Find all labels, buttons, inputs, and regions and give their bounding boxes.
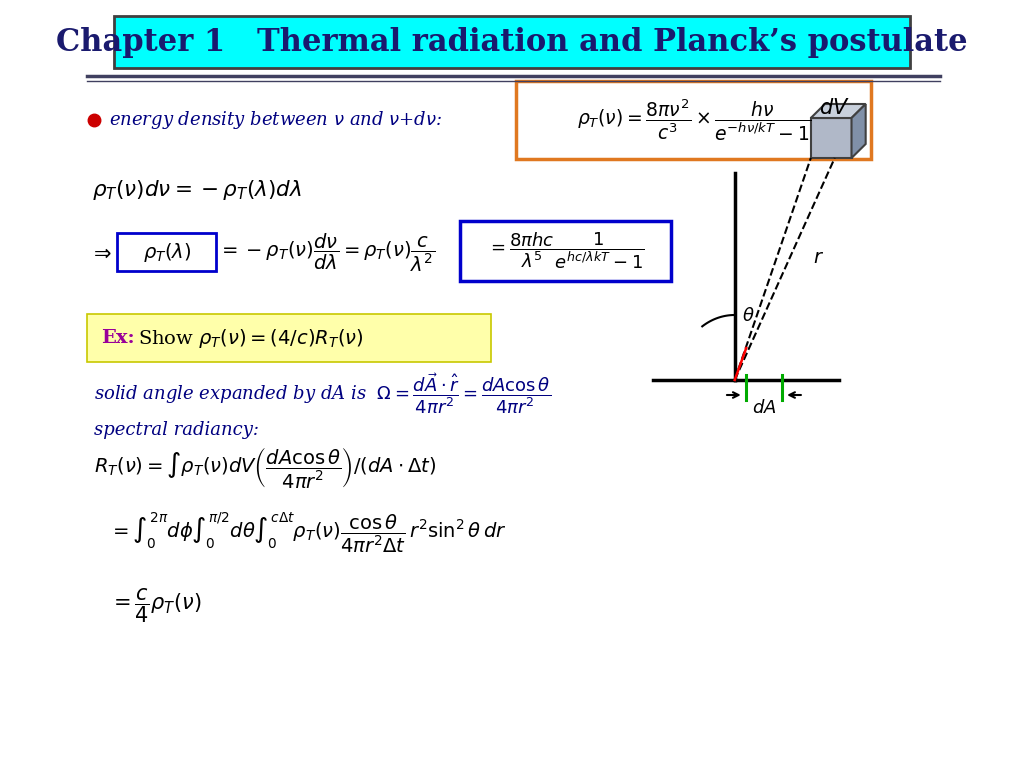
Text: $\Rightarrow$: $\Rightarrow$ xyxy=(89,243,112,263)
Text: $= \dfrac{8\pi hc}{\lambda^5}\dfrac{1}{e^{hc/\lambda kT}-1}$: $= \dfrac{8\pi hc}{\lambda^5}\dfrac{1}{e… xyxy=(487,230,644,271)
FancyBboxPatch shape xyxy=(114,16,910,68)
Text: $r$: $r$ xyxy=(813,249,823,267)
Text: $\rho_T(\nu)d\nu = -\rho_T(\lambda)d\lambda$: $\rho_T(\nu)d\nu = -\rho_T(\lambda)d\lam… xyxy=(91,178,301,202)
Text: $= -\rho_T(\nu)\dfrac{d\nu}{d\lambda} = \rho_T(\nu)\dfrac{c}{\lambda^2}$: $= -\rho_T(\nu)\dfrac{d\nu}{d\lambda} = … xyxy=(218,232,435,274)
Bar xyxy=(811,118,852,158)
FancyBboxPatch shape xyxy=(87,314,490,362)
Text: $= \int_0^{2\pi} d\phi \int_0^{\pi/2} d\theta \int_0^{c\Delta t} \rho_T(\nu)\dfr: $= \int_0^{2\pi} d\phi \int_0^{\pi/2} d\… xyxy=(110,511,507,555)
Text: spectral radiancy:: spectral radiancy: xyxy=(94,421,259,439)
Polygon shape xyxy=(811,104,865,118)
FancyBboxPatch shape xyxy=(516,81,871,159)
Text: energy density between $\nu$ and $\nu$+d$\nu$:: energy density between $\nu$ and $\nu$+d… xyxy=(110,109,442,131)
Text: solid angle expanded by dA is  $\Omega = \dfrac{d\vec{A}\cdot\hat{r}}{4\pi r^2} : solid angle expanded by dA is $\Omega = … xyxy=(94,372,551,416)
Text: Ex:: Ex: xyxy=(101,329,135,347)
Text: $\rho_T(\lambda)$: $\rho_T(\lambda)$ xyxy=(142,240,190,263)
Text: $R_T(\nu) = \int \rho_T(\nu)dV\left(\dfrac{dA\cos\theta}{4\pi r^2}\right)/(dA\cd: $R_T(\nu) = \int \rho_T(\nu)dV\left(\dfr… xyxy=(94,445,436,491)
Text: Show $\rho_T(\nu) = (4/c)R_T(\nu)$: Show $\rho_T(\nu) = (4/c)R_T(\nu)$ xyxy=(138,326,365,349)
Text: $dA$: $dA$ xyxy=(752,399,776,417)
Text: $\rho_T(\nu) = \dfrac{8\pi\nu^2}{c^3}\times\dfrac{h\nu}{e^{-h\nu/kT}-1}$: $\rho_T(\nu) = \dfrac{8\pi\nu^2}{c^3}\ti… xyxy=(577,98,811,143)
Text: $\theta$: $\theta$ xyxy=(741,307,755,325)
FancyBboxPatch shape xyxy=(117,233,216,271)
Text: $dV$: $dV$ xyxy=(819,98,850,118)
FancyBboxPatch shape xyxy=(461,221,671,281)
Text: $= \dfrac{c}{4}\rho_T(\nu)$: $= \dfrac{c}{4}\rho_T(\nu)$ xyxy=(110,587,202,625)
Polygon shape xyxy=(852,104,865,158)
Text: Chapter 1   Thermal radiation and Planck’s postulate: Chapter 1 Thermal radiation and Planck’s… xyxy=(56,27,968,58)
